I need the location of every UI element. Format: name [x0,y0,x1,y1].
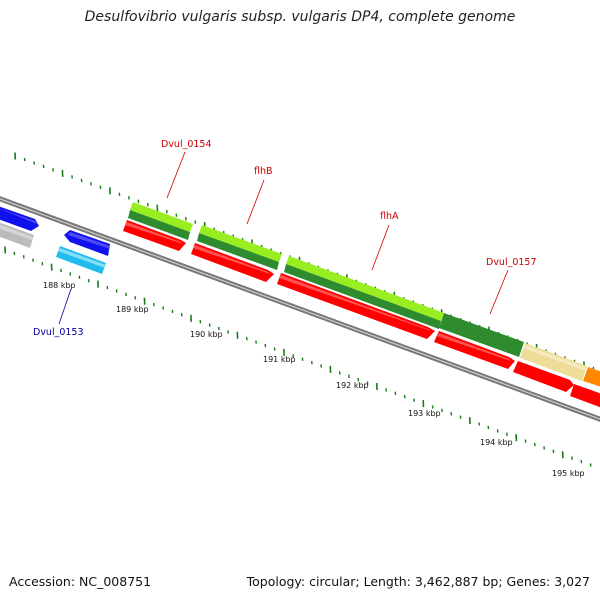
gene-feature-orange[interactable] [583,367,600,388]
gene-feature-flhA[interactable] [277,256,444,339]
genome-stats-text: Topology: circular; Length: 3,462,887 bp… [246,574,590,589]
gene-feature-dvul-0153[interactable] [56,246,106,274]
gene-label-dvul-0157[interactable]: Dvul_0157 [486,257,537,268]
gene-feature-pale[interactable] [520,343,587,381]
genome-backbone [0,196,600,422]
feature-track [0,202,600,409]
gene-feature-flhB[interactable] [191,225,282,282]
ruler-labels: 188 kbp 189 kbp 190 kbp 191 kbp 192 kbp … [43,281,585,478]
ruler-label-190: 190 kbp [190,330,223,339]
gene-label-dvul-0154[interactable]: Dvul_0154 [161,139,212,150]
gene-feature-dvul-0154[interactable] [123,202,193,251]
inner-tick-ring [4,246,592,467]
ruler-label-193: 193 kbp [408,409,441,418]
ruler-label-191: 191 kbp [263,355,296,364]
ruler-label-188: 188 kbp [43,281,76,290]
accession-text: Accession: NC_008751 [9,574,152,589]
ruler-label-194: 194 kbp [480,438,513,447]
gene-feature-dvul-0157[interactable] [434,313,524,369]
gene-label-flhA[interactable]: flhA [380,211,399,222]
gene-feature-red-right-1[interactable] [513,361,574,392]
gene-feature-dvul-0153-upper[interactable] [64,230,110,256]
gene-labels: Dvul_0153 Dvul_0154 flhB flhA Dvul_0157 [33,139,537,338]
gene-feature-gray-left[interactable] [0,221,34,248]
ruler-label-195: 195 kbp [552,469,585,478]
gene-label-flhB[interactable]: flhB [254,166,273,177]
gene-feature-red-right-2[interactable] [570,384,600,409]
gene-label-dvul-0153[interactable]: Dvul_0153 [33,327,84,338]
ruler-label-189: 189 kbp [116,305,149,314]
map-title: Desulfovibrio vulgaris subsp. vulgaris D… [84,9,516,25]
gene-feature-blue-left[interactable] [0,205,39,231]
ruler-label-192: 192 kbp [336,381,369,390]
